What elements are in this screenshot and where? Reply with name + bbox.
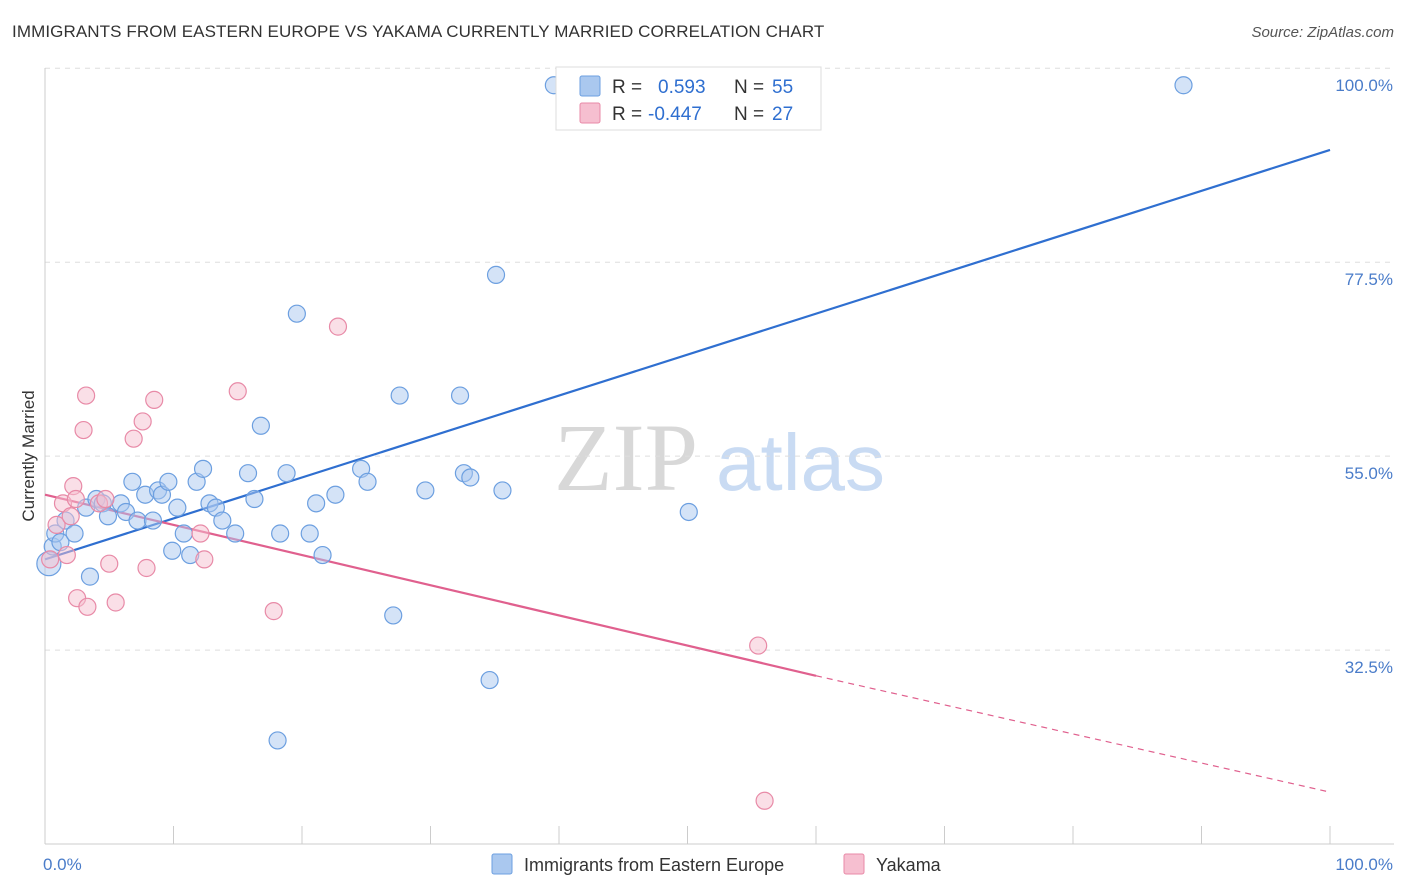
point-blue-45: [450, 386, 470, 405]
point-blue-52: [679, 502, 698, 522]
x-tick-label-1: 100.0%: [1335, 855, 1393, 874]
series-legend-swatch-pink: [843, 853, 865, 875]
point-pink-4: [61, 507, 80, 526]
point-blue-32: [251, 416, 270, 435]
point-blue-50: [493, 481, 512, 500]
legend-r-value-blue: 0.593: [658, 77, 706, 98]
legend-n-value-pink: 27: [772, 104, 793, 125]
point-blue-36: [300, 524, 319, 543]
point-pink-10: [78, 597, 97, 616]
point-pink-8: [74, 420, 93, 440]
chart-source: Source: ZipAtlas.com: [1251, 24, 1394, 41]
point-blue-14: [128, 511, 147, 530]
point-pink-23: [328, 317, 348, 336]
point-blue-22: [174, 524, 193, 543]
point-blue-7: [80, 567, 100, 586]
point-pink-0: [41, 550, 60, 569]
trend-line-blue: [44, 148, 1331, 561]
legend-swatch-blue: [579, 75, 601, 97]
point-pink-22: [264, 602, 283, 621]
y-axis-label: Currently Married: [19, 390, 38, 521]
point-pink-6: [66, 489, 85, 509]
point-blue-33: [271, 524, 290, 543]
y-tick-label-3: 32.5%: [1345, 658, 1393, 677]
point-blue-49: [486, 265, 506, 284]
point-blue-28: [213, 511, 232, 530]
point-pink-19: [191, 524, 210, 543]
x-tick-label-0: 0.0%: [43, 855, 82, 874]
point-blue-44: [416, 481, 435, 500]
trend-line-extension-pink: [815, 675, 1331, 793]
point-blue-54: [1174, 76, 1193, 95]
point-blue-20: [163, 541, 182, 560]
point-blue-25: [193, 459, 213, 478]
point-pink-15: [124, 429, 143, 448]
series-legend-swatch-blue: [491, 853, 513, 875]
trend-line-pink: [44, 493, 817, 677]
point-blue-53: [268, 731, 287, 750]
data-points: [36, 76, 1193, 810]
legend-n-value-blue: 55: [772, 77, 793, 98]
point-pink-25: [755, 791, 774, 810]
point-pink-21: [228, 382, 247, 401]
legend-n-label-pink: N =: [734, 104, 764, 125]
trend-lines: [44, 148, 1331, 793]
chart-title: IMMIGRANTS FROM EASTERN EUROPE VS YAKAMA…: [12, 22, 825, 41]
point-blue-16: [143, 511, 163, 530]
point-pink-3: [57, 545, 76, 565]
watermark-zip: ZIP: [554, 404, 698, 511]
series-legend: Immigrants from Eastern Europe Yakama: [491, 853, 942, 875]
legend-r-value-pink: -0.447: [648, 104, 702, 125]
point-blue-5: [65, 524, 84, 543]
legend-swatch-pink: [579, 102, 601, 124]
point-blue-35: [287, 304, 306, 323]
point-blue-42: [384, 606, 403, 625]
point-pink-18: [145, 390, 164, 409]
point-pink-16: [133, 412, 152, 431]
point-pink-9: [77, 386, 96, 405]
point-pink-17: [137, 558, 156, 578]
point-pink-14: [106, 593, 125, 612]
point-blue-13: [123, 472, 142, 491]
point-blue-41: [358, 472, 377, 491]
y-tick-label-0: 100.0%: [1335, 76, 1393, 95]
point-blue-19: [159, 472, 178, 491]
point-blue-47: [461, 468, 480, 487]
point-blue-34: [277, 464, 296, 483]
point-pink-20: [195, 550, 214, 569]
point-blue-30: [238, 464, 258, 483]
legend-n-label-blue: N =: [734, 77, 764, 98]
point-pink-12: [96, 489, 115, 509]
point-blue-48: [480, 670, 499, 690]
y-tick-label-2: 55.0%: [1345, 464, 1393, 483]
watermark-atlas: atlas: [716, 418, 885, 507]
point-pink-24: [749, 636, 768, 655]
point-blue-10: [98, 507, 118, 526]
legend-r-label-blue: R =: [612, 77, 642, 98]
legend-r-label-pink: R =: [612, 104, 642, 125]
series-legend-label-blue: Immigrants from Eastern Europe: [524, 855, 784, 875]
point-blue-21: [168, 498, 187, 517]
axes: 100.0% 77.5% 55.0% 32.5% 0.0% 100.0%: [43, 68, 1394, 874]
series-legend-label-pink: Yakama: [876, 855, 942, 875]
point-blue-38: [313, 545, 332, 565]
point-blue-43: [390, 386, 409, 405]
point-blue-29: [226, 524, 245, 543]
point-blue-37: [307, 494, 326, 513]
point-pink-1: [47, 515, 66, 534]
point-pink-13: [100, 554, 119, 573]
gridlines: [45, 67, 1394, 651]
correlation-legend: R = 0.593 N = 55 R = -0.447 N = 27: [555, 66, 822, 131]
point-blue-31: [245, 489, 264, 509]
point-blue-39: [326, 485, 345, 504]
y-tick-label-1: 77.5%: [1345, 270, 1393, 289]
